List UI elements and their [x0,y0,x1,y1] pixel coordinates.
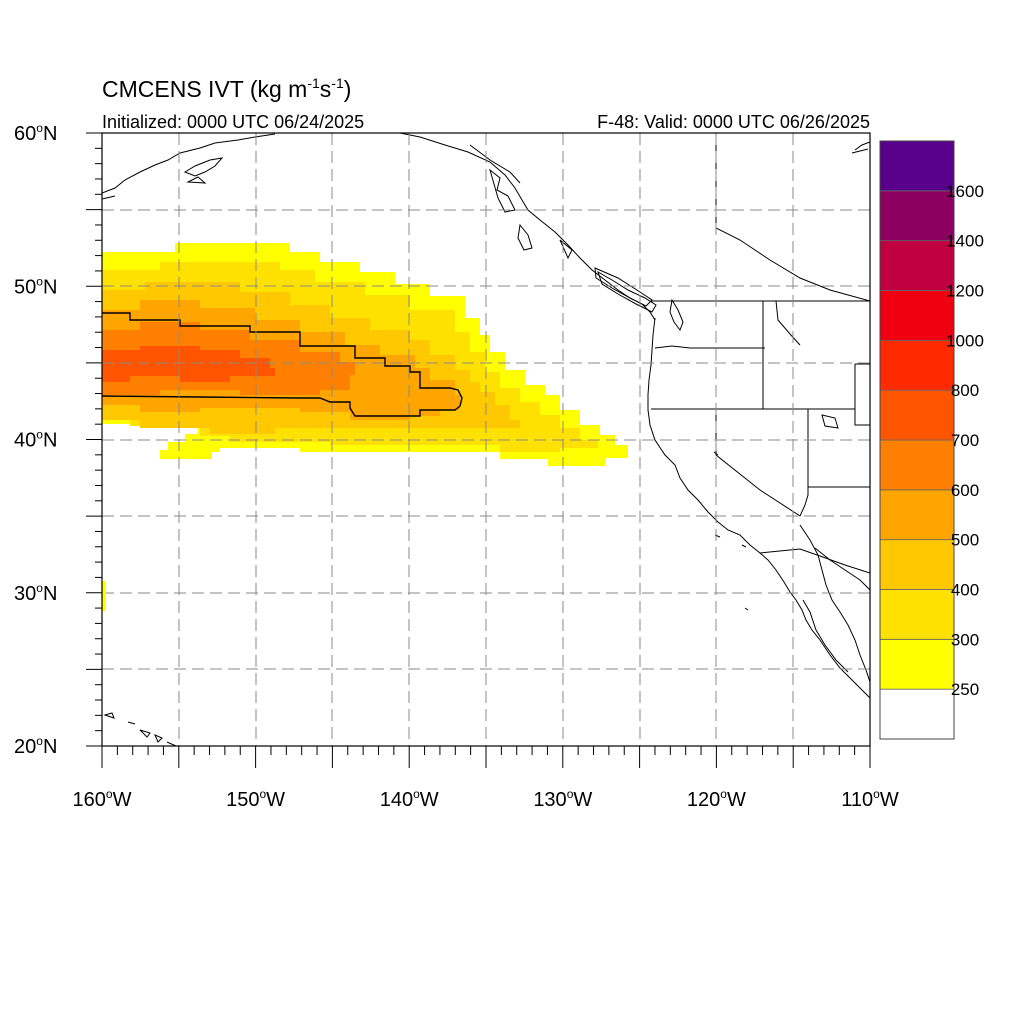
ivt-small-patch [102,581,106,611]
colorbar-label: 1200 [946,282,984,301]
colorbar-box [879,339,955,391]
lon-label: 120oW [687,787,746,811]
lat-label: 50oN [14,274,57,298]
latitude-labels: 60oN 50oN 40oN 30oN 20oN [14,121,57,758]
ivt-500-contour [102,312,463,417]
great-salt-lake [821,414,839,429]
ivt-700-region [102,346,275,382]
colorbar-box [879,439,955,491]
colorbar-label: 250 [951,680,979,699]
us-west-coast [647,317,870,699]
coastlines [102,133,870,746]
colorbar-box [879,688,955,740]
colorbar-box [879,389,955,441]
colorbar-box [879,240,955,291]
map-title: CMCENS IVT (kg m-1s-1) [102,75,351,102]
lon-label: 140oW [380,787,439,811]
colorbar-label: 800 [951,381,979,400]
alaska-coast [102,133,276,200]
colorbar-frame [879,140,955,740]
idaho-boundaries [762,300,801,409]
axis-ticks [86,132,871,768]
gulf-of-california [799,524,870,683]
lat-label: 30oN [14,581,57,605]
colorbar-label: 500 [951,531,979,550]
colorbar-label: 1000 [946,331,984,350]
colorbar-box [879,140,955,192]
nw-corner-coast [851,141,870,154]
mexico-coast-east [814,547,870,591]
colorbar-label: 700 [951,431,979,450]
vancouver-island [597,270,657,313]
colorbar-label: 1400 [946,232,984,251]
hawaii-islands [103,712,177,746]
plot-area [102,133,870,746]
colorbar-label: 1600 [946,182,984,201]
ivt-shading [102,243,628,466]
wa-or-border [654,345,765,349]
puget-sound [669,298,684,332]
colorbar-label: 600 [951,481,979,500]
valid-time-label: F-48: Valid: 0000 UTC 06/26/2025 [597,112,870,132]
political-borders [469,133,870,574]
colorbar-box [879,589,955,640]
longitude-labels: 160oW 150oW 140oW 130oW 120oW 110oW [73,787,899,811]
lon-label: 110oW [841,787,899,811]
colorbar-box [879,190,955,242]
colorbar: 250 300 400 500 600 700 800 1000 1200 1400 1600 [879,140,984,740]
colorbar-box [879,638,955,690]
lon-label: 160oW [73,787,132,811]
us-mexico-border [759,548,870,574]
colorbar-box [879,539,955,590]
lake-tahoe [713,451,719,456]
init-time-label: Initialized: 0000 UTC 06/24/2025 [102,112,364,132]
colorbar-label: 400 [951,581,979,600]
colorbar-label: 300 [951,630,979,649]
lon-label: 130oW [533,787,592,811]
lat-label: 20oN [14,734,57,758]
utah-arizona [799,409,870,517]
colorbar-box [879,489,955,541]
gridlines [102,133,870,746]
alaska-islands [183,157,224,184]
wyoming-border [854,363,870,426]
panhandle-islands [489,168,653,307]
colorbar-box [879,290,955,341]
lat-label: 60oN [14,121,57,145]
lat-label: 40oN [14,428,57,452]
lon-label: 150oW [226,787,285,811]
